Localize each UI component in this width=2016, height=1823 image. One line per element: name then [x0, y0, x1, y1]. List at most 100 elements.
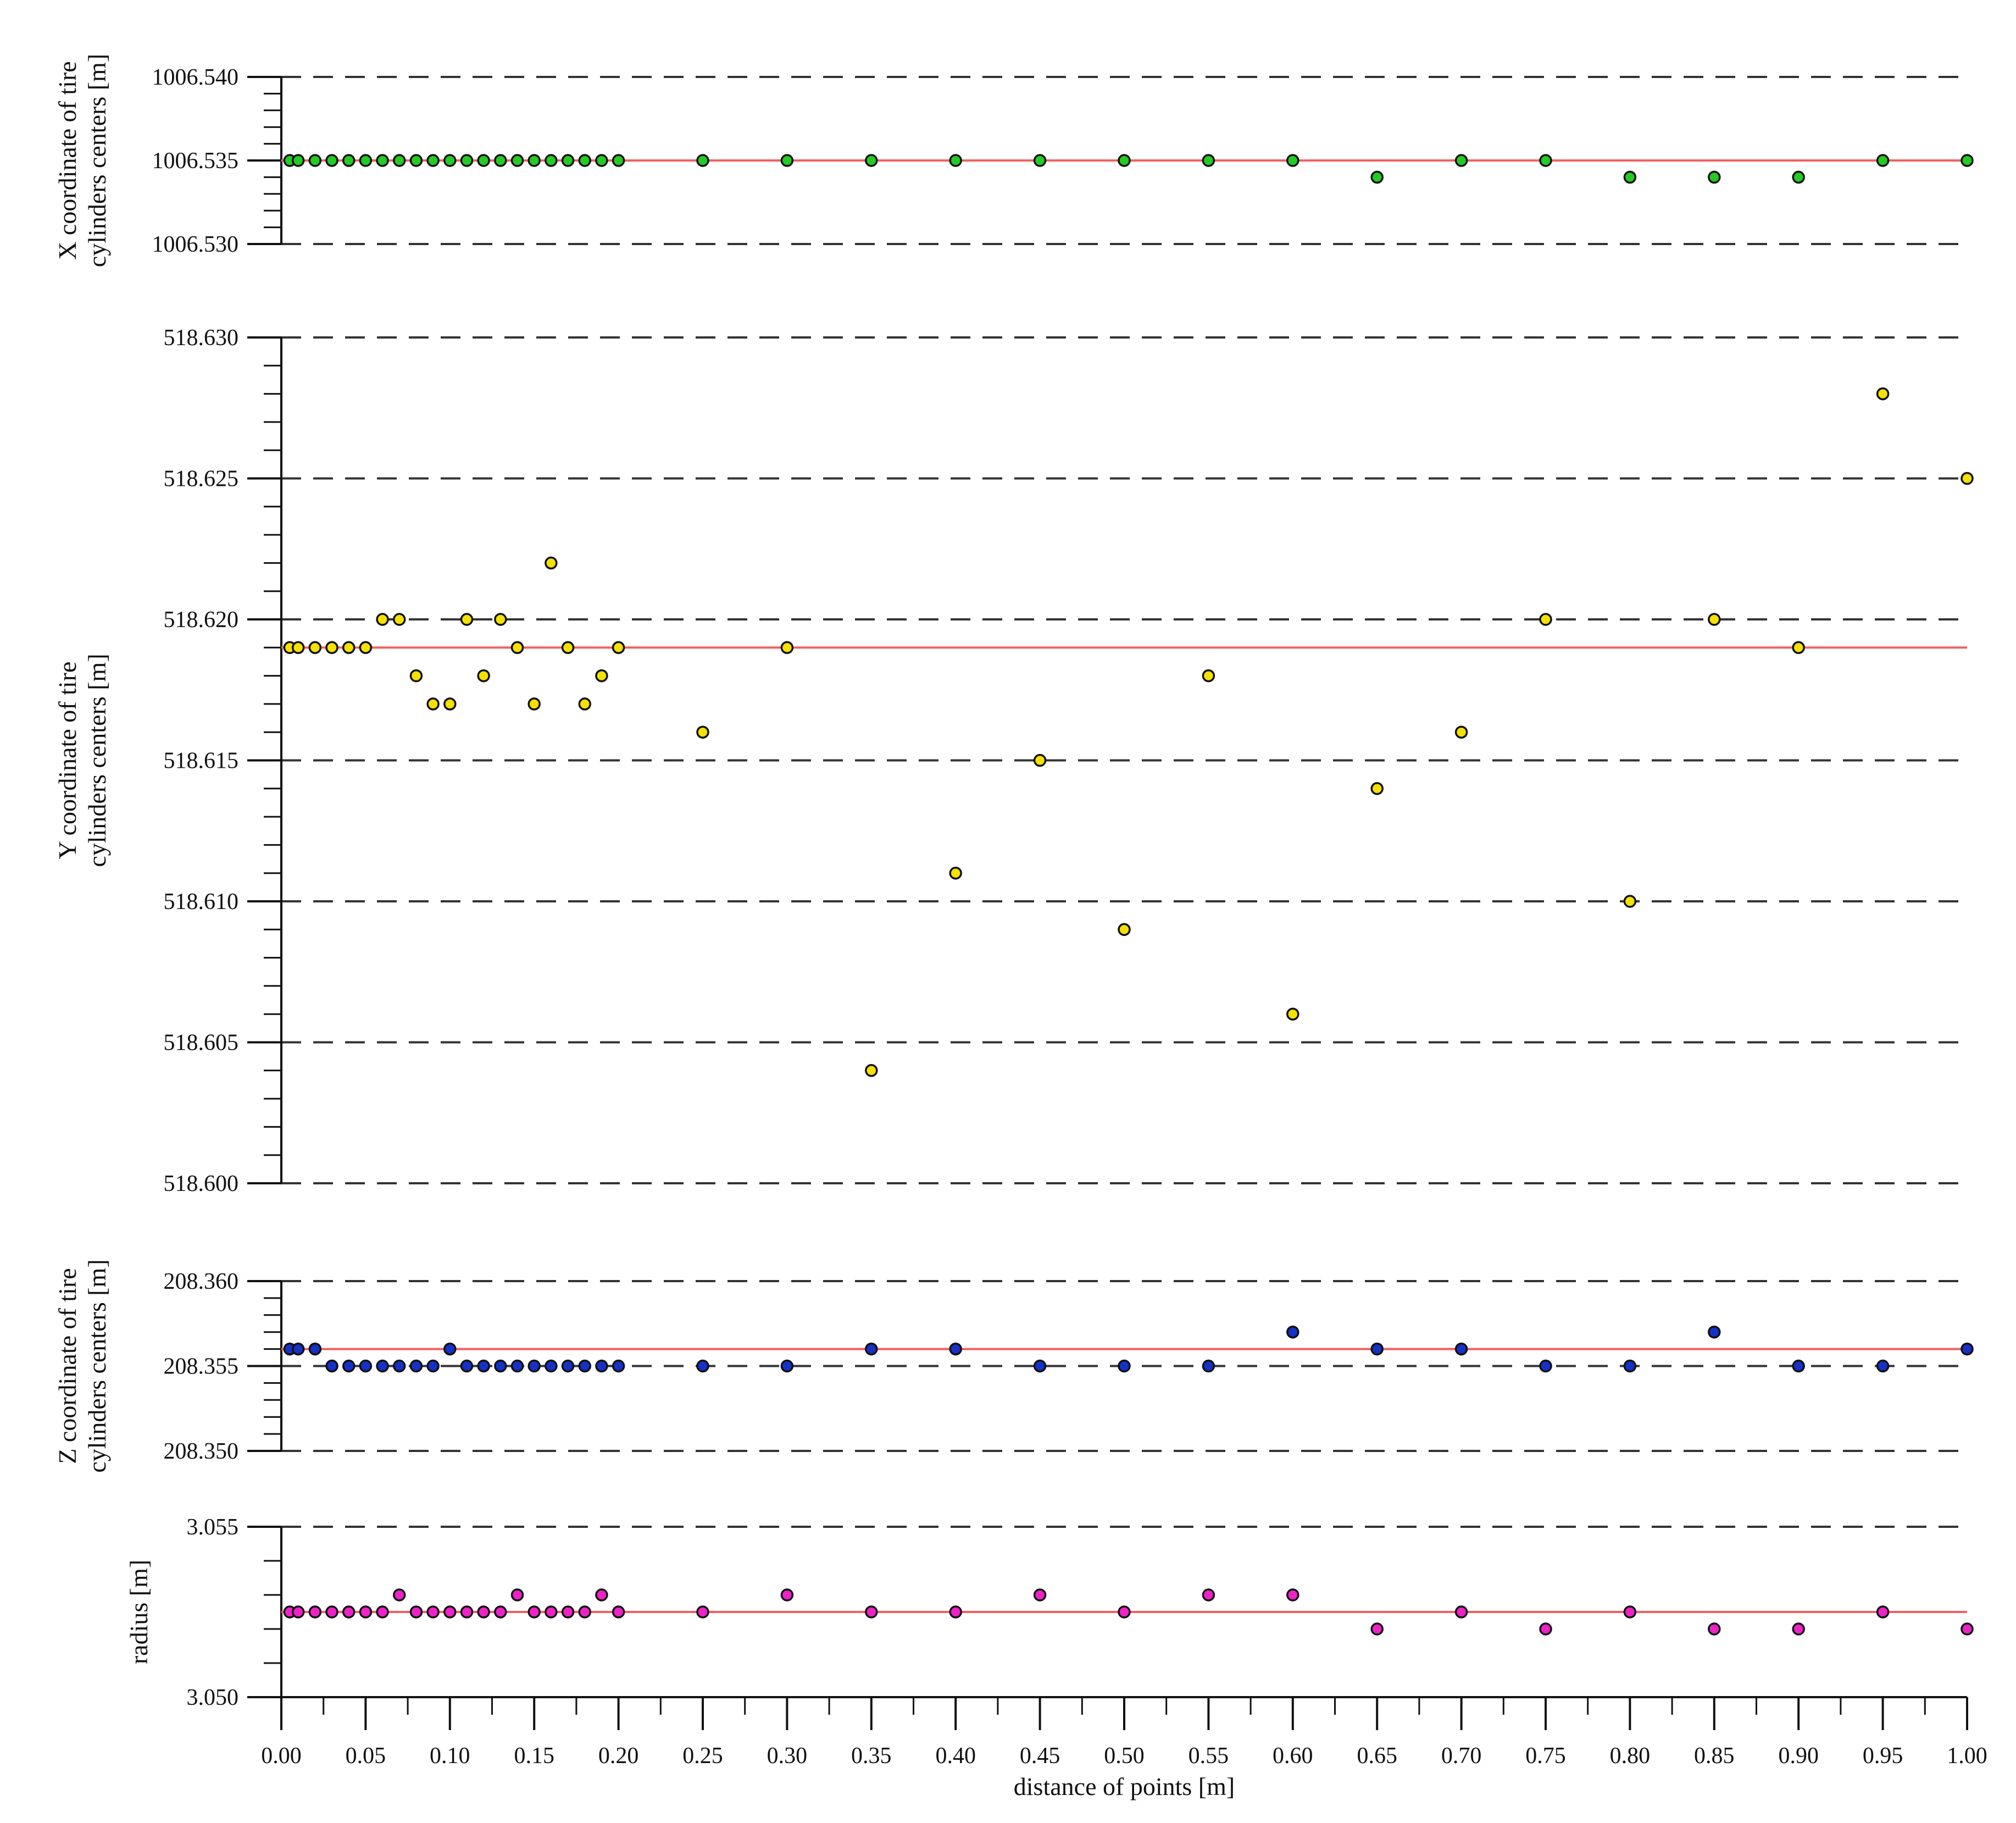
data-point — [426, 1605, 440, 1619]
data-point — [494, 1605, 507, 1619]
data-point — [1792, 1359, 1805, 1373]
data-point — [1033, 1359, 1047, 1373]
data-point — [612, 154, 625, 167]
data-point — [696, 1605, 709, 1619]
data-point — [1370, 1342, 1384, 1356]
data-point — [578, 1359, 591, 1373]
y-tick-label: 208.360 — [164, 1269, 239, 1294]
data-point — [1623, 1605, 1637, 1619]
data-point — [494, 613, 507, 626]
y-tick-label: 3.055 — [187, 1515, 239, 1540]
y-tick-label: 208.355 — [164, 1354, 239, 1379]
data-point — [949, 154, 962, 167]
data-point — [1539, 1622, 1552, 1636]
data-point — [426, 154, 440, 167]
data-point — [1623, 1359, 1637, 1373]
data-point — [561, 1359, 575, 1373]
x-tick-label: 0.15 — [514, 1743, 554, 1769]
data-point — [460, 1359, 474, 1373]
data-point — [443, 1605, 457, 1619]
data-point — [1370, 170, 1384, 184]
data-point — [510, 1588, 524, 1602]
data-point — [1539, 154, 1552, 167]
data-point — [393, 1359, 406, 1373]
data-point — [780, 1359, 794, 1373]
x-tick-label: 0.45 — [1020, 1743, 1060, 1769]
x-tick-label: 1.00 — [1947, 1743, 1987, 1769]
x-tick-label: 0.90 — [1778, 1743, 1819, 1769]
data-point — [1118, 923, 1131, 937]
data-point — [1708, 1622, 1721, 1636]
data-point — [1454, 1605, 1468, 1619]
data-point — [612, 1605, 625, 1619]
data-point — [308, 1342, 322, 1356]
data-point — [359, 641, 373, 655]
data-point — [477, 1359, 490, 1373]
y-tick-label: 1006.540 — [152, 65, 239, 90]
data-point — [1961, 1622, 1974, 1636]
data-point — [376, 613, 389, 626]
data-point — [1454, 154, 1468, 167]
data-point — [1961, 154, 1974, 167]
data-point — [595, 1588, 608, 1602]
y-tick-label: 518.600 — [164, 1171, 239, 1196]
data-point — [1118, 1359, 1131, 1373]
x-tick-label: 0.00 — [261, 1743, 302, 1769]
data-point — [595, 669, 608, 683]
data-point — [1118, 154, 1131, 167]
data-point — [780, 154, 794, 167]
y-tick-label: 518.605 — [164, 1030, 239, 1056]
chart-panels: 1006.530 1006.535 1006.540 X coordinate of … — [53, 54, 1974, 1710]
panel-3: 208.350 208.355 208.360 Z coordinate of tir… — [53, 1259, 1974, 1473]
x-tick-label: 0.35 — [851, 1743, 892, 1769]
x-tick-label: 0.95 — [1863, 1743, 1903, 1769]
data-point — [1876, 1605, 1890, 1619]
data-point — [1202, 1588, 1215, 1602]
data-point — [1033, 1588, 1047, 1602]
data-point — [545, 1359, 558, 1373]
data-point — [510, 641, 524, 655]
panel-2: 518.600 518.605 518.610 518.615 518.620 518.6… — [53, 325, 1974, 1196]
data-point — [477, 669, 490, 683]
data-point — [325, 1605, 338, 1619]
x-tick-label: 0.80 — [1610, 1743, 1651, 1769]
x-tick-label: 0.30 — [767, 1743, 808, 1769]
x-tick-label: 0.50 — [1104, 1743, 1145, 1769]
y-axis-label: cylinders centers [m] — [83, 1259, 111, 1472]
data-point — [308, 1605, 322, 1619]
data-point — [1202, 669, 1215, 683]
x-tick-label: 0.70 — [1441, 1743, 1482, 1769]
y-tick-label: 208.350 — [164, 1439, 239, 1464]
data-point — [460, 1605, 474, 1619]
data-point — [291, 1605, 305, 1619]
x-axis: 0.00 0.05 0.10 0.15 0.20 0.25 0.30 0.35 0.40 0.45… — [261, 1696, 1987, 1800]
data-point — [527, 154, 541, 167]
x-tick-label: 0.05 — [346, 1743, 386, 1769]
data-point — [510, 1359, 524, 1373]
data-point — [578, 697, 591, 711]
data-point — [545, 556, 558, 570]
data-point — [1708, 1325, 1721, 1339]
data-point — [545, 154, 558, 167]
data-point — [1202, 1359, 1215, 1373]
data-point — [477, 154, 490, 167]
data-point — [342, 1605, 356, 1619]
data-point — [1961, 1342, 1974, 1356]
data-point — [291, 641, 305, 655]
data-point — [1876, 387, 1890, 401]
data-point — [780, 1588, 794, 1602]
data-point — [612, 641, 625, 655]
data-point — [1202, 154, 1215, 167]
data-point — [426, 1359, 440, 1373]
x-tick-label: 0.65 — [1357, 1743, 1397, 1769]
data-point — [359, 154, 373, 167]
data-point — [561, 1605, 575, 1619]
data-point — [527, 1605, 541, 1619]
data-point — [1286, 1325, 1299, 1339]
data-point — [1033, 154, 1047, 167]
data-point — [494, 1359, 507, 1373]
data-point — [1876, 1359, 1890, 1373]
data-point — [342, 154, 356, 167]
data-point — [376, 1605, 389, 1619]
